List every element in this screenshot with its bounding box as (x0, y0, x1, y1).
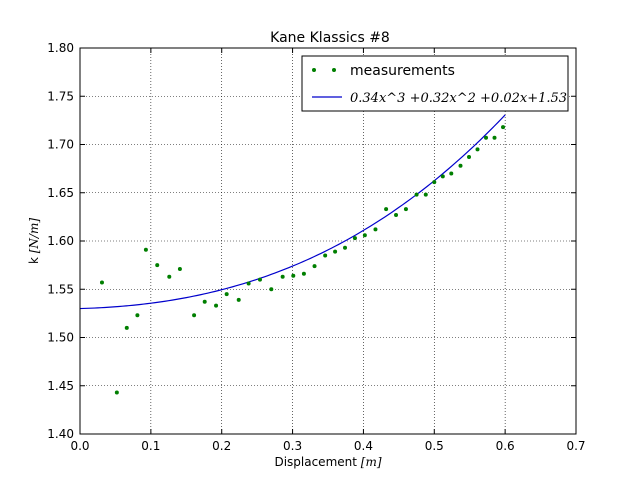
y-tick-label: 1.80 (47, 41, 74, 55)
plot-frame (79, 47, 577, 435)
measurement-point (246, 281, 251, 286)
chart-title: Kane Klassics #8 (270, 30, 390, 46)
measurement-point (501, 125, 506, 130)
measurement-point (301, 271, 306, 276)
measurement-point (467, 155, 472, 160)
measurement-point (384, 207, 389, 212)
y-tick-label: 1.50 (47, 331, 74, 345)
measurement-point (475, 147, 480, 152)
measurement-point (192, 313, 197, 318)
measurement-point (362, 233, 367, 238)
y-axis-label: k [N/m] (27, 218, 41, 264)
x-tick-label: 0.4 (354, 439, 373, 453)
measurement-point (333, 249, 338, 254)
measurement-point (352, 236, 357, 241)
measurement-point (403, 207, 408, 212)
measurement-point (99, 280, 104, 285)
y-tick-label: 1.65 (47, 186, 74, 200)
measurement-point (202, 299, 207, 304)
measurement-point (440, 174, 445, 179)
measurement-point (343, 245, 348, 250)
x-tick-label: 0.0 (70, 439, 89, 453)
legend-label-fit: 0.34x^3 +0.32x^2 +0.02x+1.53 (350, 91, 567, 106)
measurement-point (492, 135, 497, 140)
y-tick-label: 1.70 (47, 138, 74, 152)
plot-area (79, 114, 506, 395)
measurement-point (114, 390, 119, 395)
measurement-point (291, 273, 296, 278)
x-axis-unit: [m] (361, 455, 382, 469)
x-axis-label: Displacement [m] (274, 455, 381, 469)
measurement-point (312, 264, 317, 269)
measurement-point (394, 212, 399, 217)
x-tick-label: 0.7 (566, 439, 585, 453)
legend-label-measurements: measurements (350, 63, 455, 79)
legend-marker-measurements (332, 68, 336, 72)
x-tick-label: 0.1 (141, 439, 160, 453)
x-axis-label-text: Displacement (274, 455, 357, 469)
measurement-point (484, 135, 489, 140)
legend-box (301, 55, 569, 112)
grid (80, 48, 576, 434)
measurement-point (167, 274, 172, 279)
measurement-point (214, 303, 219, 308)
measurement-point (373, 227, 378, 232)
measurement-point (257, 277, 262, 282)
measurement-point (224, 292, 229, 297)
y-axis-label-text: k (27, 257, 41, 264)
measurement-point (143, 247, 148, 252)
x-tick-label: 0.5 (425, 439, 444, 453)
y-tick-label: 1.75 (47, 89, 74, 103)
y-tick-label: 1.45 (47, 379, 74, 393)
measurement-point (177, 266, 182, 271)
legend: measurements 0.34x^3 +0.32x^2 +0.02x+1.5… (301, 55, 569, 112)
measurement-point (124, 325, 129, 330)
x-tick-label: 0.3 (283, 439, 302, 453)
measurement-point (414, 192, 419, 197)
measurement-point (323, 253, 328, 258)
measurement-point (458, 163, 463, 168)
y-tick-label: 1.60 (47, 234, 74, 248)
y-tick-label: 1.55 (47, 282, 74, 296)
x-tick-label: 0.6 (496, 439, 515, 453)
axis-ticks: 0.0 0.1 0.2 0.3 0.4 0.5 0.6 0.7 1.40 1.45 1.50 1.55… (47, 41, 585, 453)
legend-marker-measurements (312, 68, 316, 72)
measurement-point (280, 274, 285, 279)
measurement-point (236, 297, 241, 302)
x-tick-label: 0.2 (212, 439, 231, 453)
y-tick-label: 1.40 (47, 427, 74, 441)
measurement-point (432, 180, 437, 185)
measurement-point (269, 287, 274, 292)
measurement-point (449, 171, 454, 176)
measurement-point (423, 192, 428, 197)
measurement-point (135, 313, 140, 318)
measurement-point (155, 263, 160, 268)
y-axis-unit: [N/m] (27, 218, 41, 254)
